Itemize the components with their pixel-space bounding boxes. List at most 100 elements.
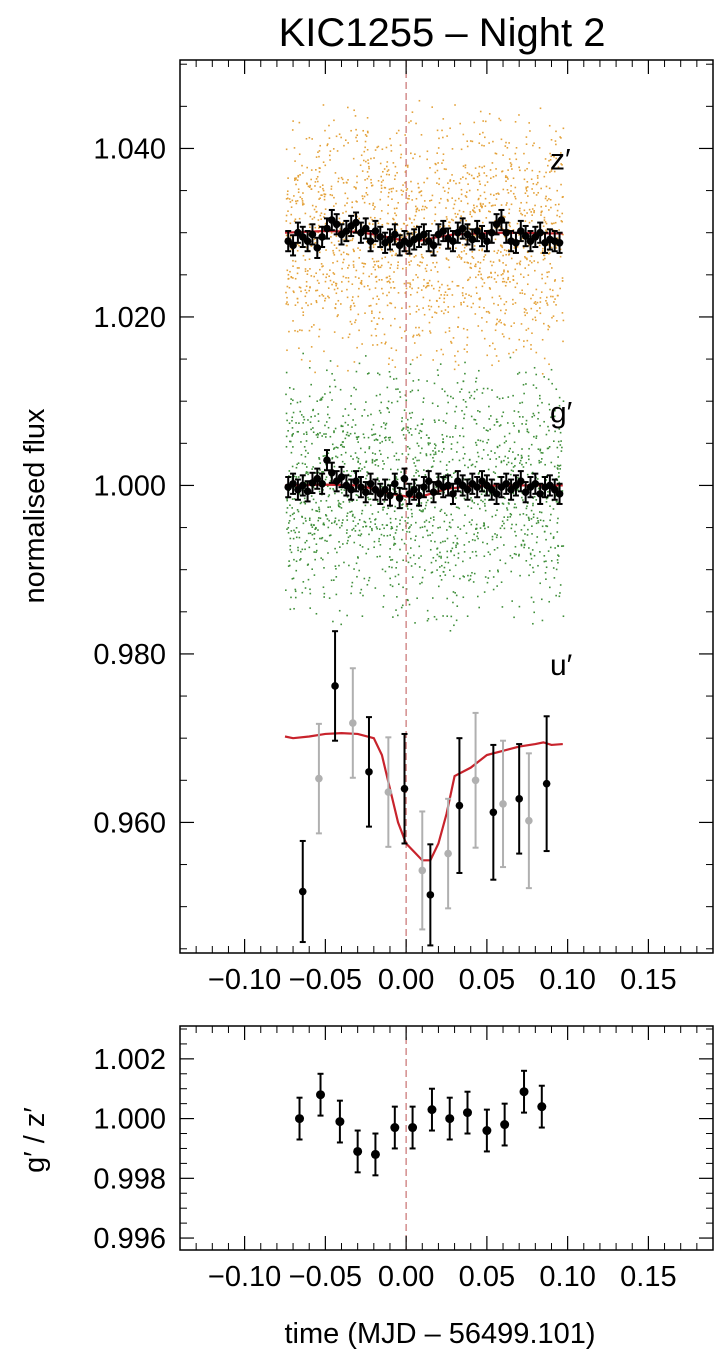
raw-point [420,194,423,197]
raw-point [368,498,370,501]
raw-point [526,312,528,314]
raw-point [546,296,548,299]
raw-point [307,304,309,307]
raw-point [349,320,352,323]
binned-point [352,477,360,486]
raw-point [388,188,391,191]
raw-point [389,584,392,586]
raw-point [417,379,420,381]
raw-point [408,254,411,257]
raw-point [395,490,397,493]
raw-point [438,297,441,300]
raw-point [288,440,291,443]
raw-point [289,545,292,547]
raw-point [492,261,495,263]
raw-point [341,522,344,524]
raw-point [497,476,499,478]
raw-point [423,278,425,281]
raw-point [364,179,366,181]
raw-point [466,145,469,148]
raw-point [550,155,553,158]
raw-point [534,269,536,272]
raw-point [533,554,536,557]
raw-point [404,181,406,184]
raw-point [443,390,446,393]
raw-point [292,432,294,435]
raw-point [389,436,392,439]
raw-point [505,301,508,303]
raw-point [316,510,319,512]
raw-point [474,465,477,468]
raw-point [463,250,465,252]
raw-point [479,298,481,301]
raw-point [477,410,479,412]
raw-point [523,345,525,348]
raw-point [502,188,505,191]
raw-point [483,489,485,491]
raw-point [364,451,366,454]
raw-point [550,138,553,141]
raw-point [475,523,478,526]
raw-point [451,280,454,283]
raw-point [430,269,432,272]
raw-point [353,541,356,544]
raw-point [490,205,493,207]
raw-point [303,446,306,448]
binned-point [315,774,323,783]
raw-point [310,346,313,348]
raw-point [519,292,521,294]
raw-point [386,534,389,537]
raw-point [434,311,436,314]
raw-point [370,504,372,507]
raw-point [415,310,418,313]
raw-point [506,507,508,509]
raw-point [470,415,473,418]
raw-point [294,531,297,534]
binned-point [386,235,394,244]
raw-point [426,150,429,153]
raw-point [527,327,530,330]
raw-point [429,517,432,520]
raw-point [475,276,477,279]
raw-point [459,577,461,580]
raw-point [456,605,459,607]
raw-point [388,371,391,373]
bottom-x-tick-label: 0.00 [378,1261,434,1293]
raw-point [512,470,514,472]
raw-point [305,466,308,468]
raw-point [558,595,561,598]
raw-point [324,436,327,438]
top-x-tick-label: 0.05 [459,964,515,996]
raw-point [339,221,341,224]
raw-point [494,227,497,229]
raw-point [497,569,499,572]
raw-point [547,378,550,381]
raw-point [340,454,343,456]
raw-point [526,339,529,342]
raw-point [558,465,560,467]
raw-point [446,294,449,296]
raw-point [418,265,421,267]
raw-point [488,142,490,144]
raw-point [525,309,527,311]
raw-point [478,227,481,229]
raw-point [474,234,477,237]
raw-point [291,435,293,437]
raw-point [535,541,538,544]
raw-point [376,555,379,558]
raw-point [356,134,359,137]
raw-point [393,378,395,380]
raw-point [499,119,502,122]
raw-point [333,521,336,524]
raw-point [520,323,523,325]
raw-point [483,165,486,168]
raw-point [471,551,474,553]
raw-point [518,210,521,212]
raw-point [456,213,459,216]
raw-point [436,250,439,253]
raw-point [329,360,332,362]
raw-point [492,175,495,178]
raw-point [445,514,448,517]
raw-point [537,487,540,490]
raw-point [362,129,365,132]
